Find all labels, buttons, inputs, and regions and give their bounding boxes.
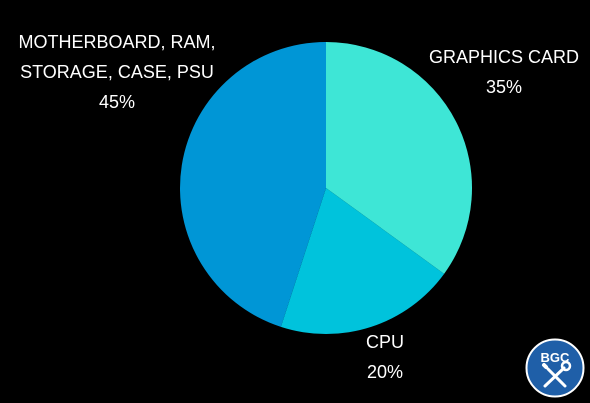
slice-label-graphics-card: GRAPHICS CARD 35%: [414, 42, 590, 102]
slice-label-graphics-card-line1: GRAPHICS CARD: [428, 47, 580, 67]
pie-slices: [180, 42, 473, 334]
slice-label-motherboard: MOTHERBOARD, RAM, STORAGE, CASE, PSU 45%: [4, 27, 230, 117]
slice-value-cpu: 20%: [366, 362, 404, 382]
slice-label-motherboard-line1: MOTHERBOARD, RAM,: [18, 32, 216, 52]
pie-slice-motherboard-ram: [180, 42, 326, 327]
pie-slice-cpu: [280, 188, 445, 334]
slice-value-graphics-card: 35%: [485, 77, 523, 97]
slice-label-motherboard-line2: STORAGE, CASE, PSU: [20, 62, 214, 82]
crossed-wrench-screwdriver-icon: [542, 360, 572, 388]
slice-label-cpu-line1: CPU: [365, 332, 404, 352]
slice-value-motherboard: 45%: [98, 92, 136, 112]
slice-label-cpu: CPU 20%: [335, 327, 435, 387]
bgc-logo: BGC: [525, 338, 585, 398]
logo-text: BGC: [541, 350, 571, 365]
pie-slice-graphics-card: [326, 42, 473, 274]
